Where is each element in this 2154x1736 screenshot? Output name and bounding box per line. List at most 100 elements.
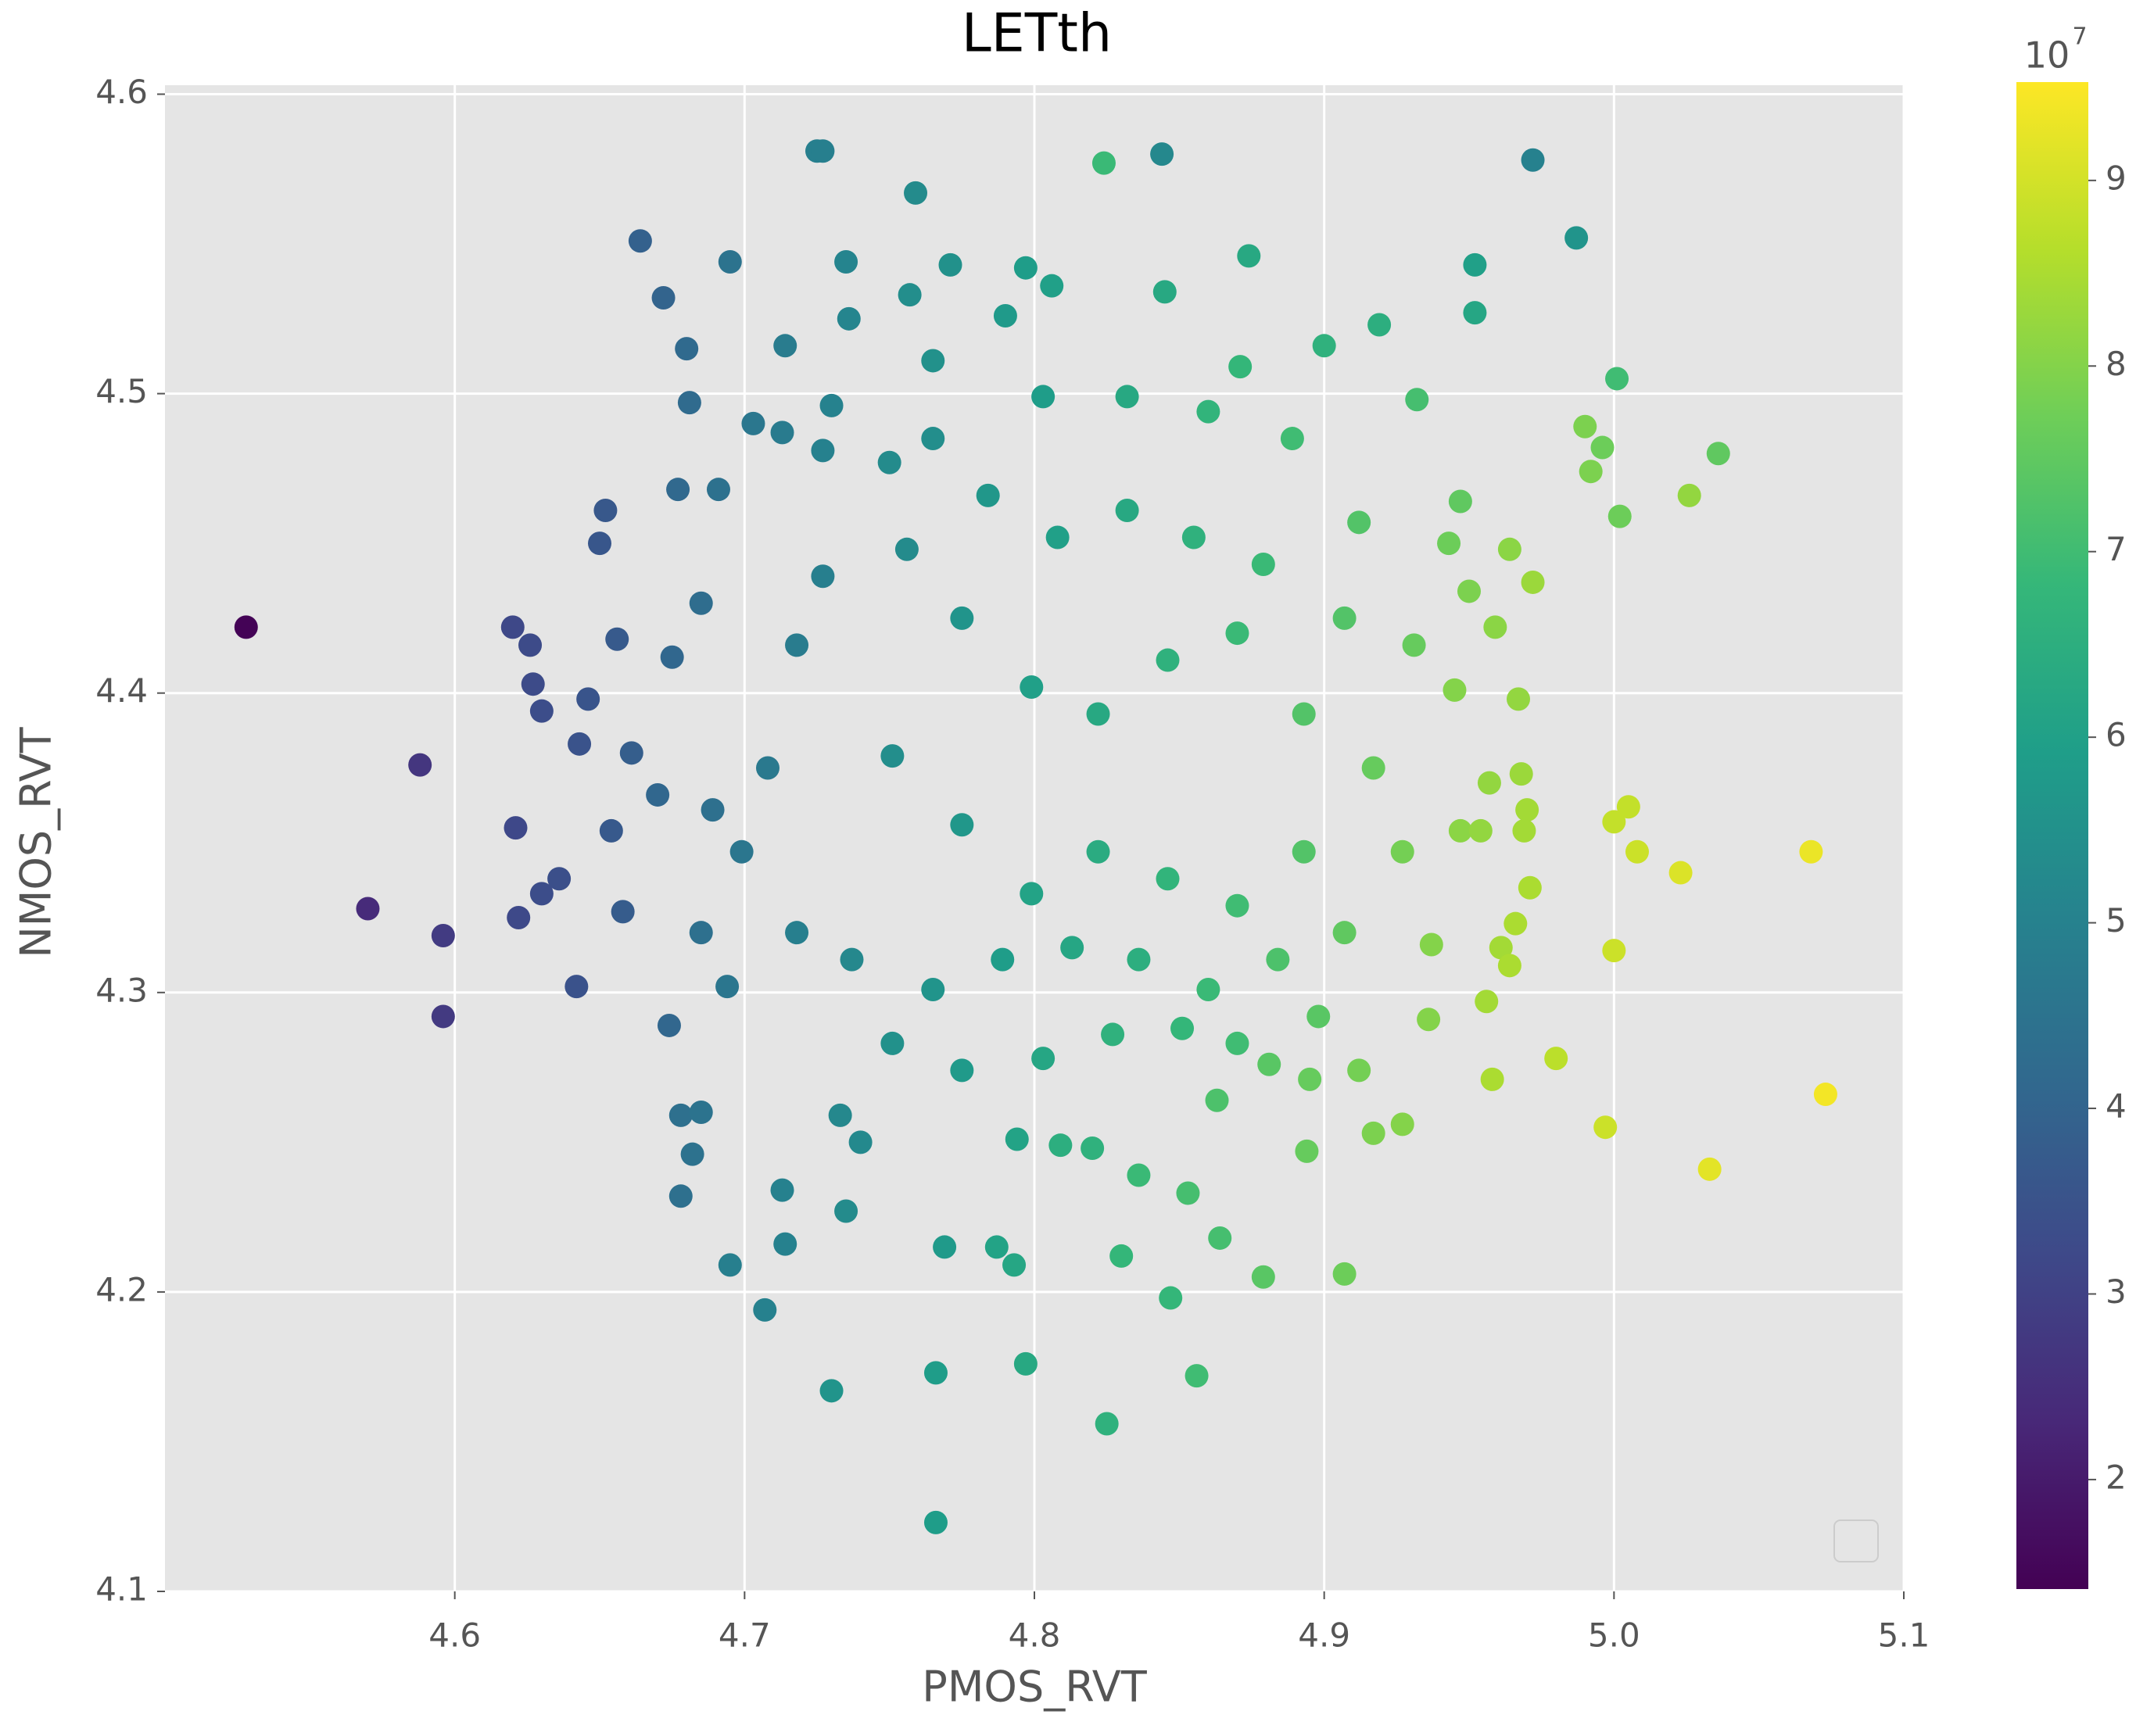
point <box>1602 939 1626 963</box>
point <box>950 606 974 630</box>
y-axis-label: NMOS_RVT <box>12 726 61 957</box>
point <box>1361 756 1385 780</box>
y-tick-label: 4.3 <box>95 971 148 1009</box>
point <box>1573 414 1597 438</box>
point <box>1507 687 1531 711</box>
point <box>950 1058 974 1083</box>
point <box>1706 442 1730 466</box>
point <box>904 181 928 205</box>
point <box>1489 936 1513 960</box>
point <box>1480 1067 1504 1091</box>
point <box>1020 675 1044 700</box>
point <box>518 633 543 657</box>
point <box>898 283 922 307</box>
point <box>1483 615 1507 639</box>
y-tick-label: 4.2 <box>95 1270 148 1308</box>
point <box>1101 1022 1125 1047</box>
point <box>588 532 611 556</box>
point <box>1312 334 1336 358</box>
x-tick-label: 4.8 <box>1009 1616 1061 1655</box>
point <box>1115 385 1139 409</box>
point <box>1503 911 1528 936</box>
point <box>1086 839 1110 864</box>
point <box>1515 798 1539 822</box>
points <box>234 139 1837 1534</box>
point <box>741 411 765 435</box>
point <box>1156 648 1180 672</box>
point <box>1625 839 1649 864</box>
point <box>718 1253 742 1277</box>
point <box>1266 947 1290 972</box>
point <box>1497 537 1521 561</box>
point <box>1448 818 1472 843</box>
point <box>1602 810 1626 834</box>
point <box>1257 1052 1281 1076</box>
colorbar-tick-label: 5 <box>2106 901 2127 940</box>
point <box>1031 1047 1055 1071</box>
point <box>1677 483 1701 507</box>
point <box>1020 882 1044 906</box>
point <box>564 975 589 999</box>
point <box>828 1103 852 1127</box>
colorbar-tick-label: 2 <box>2106 1458 2127 1496</box>
point <box>1544 1047 1568 1071</box>
point <box>1332 606 1357 630</box>
point <box>1512 818 1536 843</box>
x-tick-label: 4.7 <box>719 1616 771 1655</box>
colorbar-tick-label: 3 <box>2106 1272 2127 1311</box>
point <box>1521 148 1545 172</box>
point <box>668 1103 693 1127</box>
point <box>923 1510 948 1534</box>
point <box>753 1298 777 1322</box>
point <box>1332 1262 1357 1286</box>
point <box>1013 1351 1038 1376</box>
point <box>1419 932 1443 957</box>
point <box>755 756 780 780</box>
point <box>1564 226 1589 250</box>
point <box>1228 355 1253 379</box>
point <box>819 393 844 417</box>
colorbar-tick-label: 4 <box>2106 1087 2127 1126</box>
point <box>1417 1008 1441 1032</box>
x-axis-label: PMOS_RVT <box>922 1663 1147 1712</box>
point <box>1605 367 1629 391</box>
point <box>950 813 974 837</box>
point <box>1095 1412 1119 1436</box>
point <box>1813 1083 1837 1107</box>
point <box>1185 1364 1209 1388</box>
point <box>729 839 754 864</box>
point <box>706 478 730 502</box>
point <box>507 906 531 930</box>
colorbar-offset-base: 10 <box>2024 34 2070 77</box>
point <box>1237 244 1261 268</box>
point <box>1031 385 1055 409</box>
point <box>611 900 635 924</box>
point <box>880 744 905 768</box>
point <box>1086 702 1110 726</box>
point <box>1443 678 1467 702</box>
point <box>1697 1157 1722 1181</box>
point <box>660 645 684 669</box>
point <box>894 537 919 561</box>
point <box>529 699 554 723</box>
point <box>689 1101 713 1125</box>
point <box>628 229 652 253</box>
point <box>1390 1112 1414 1136</box>
point <box>1152 280 1177 304</box>
legend-box <box>1833 1519 1879 1562</box>
point <box>770 1178 794 1202</box>
point <box>1176 1181 1200 1205</box>
point <box>1298 1067 1322 1091</box>
point <box>938 252 962 277</box>
point <box>1457 579 1481 603</box>
point <box>500 615 525 639</box>
y-tick-label: 4.6 <box>95 73 148 111</box>
point <box>715 975 740 999</box>
x-tick-label: 4.9 <box>1298 1616 1350 1655</box>
point <box>1225 893 1249 918</box>
point <box>1475 990 1499 1014</box>
point <box>1616 795 1640 819</box>
point <box>651 286 676 310</box>
point <box>675 337 699 361</box>
